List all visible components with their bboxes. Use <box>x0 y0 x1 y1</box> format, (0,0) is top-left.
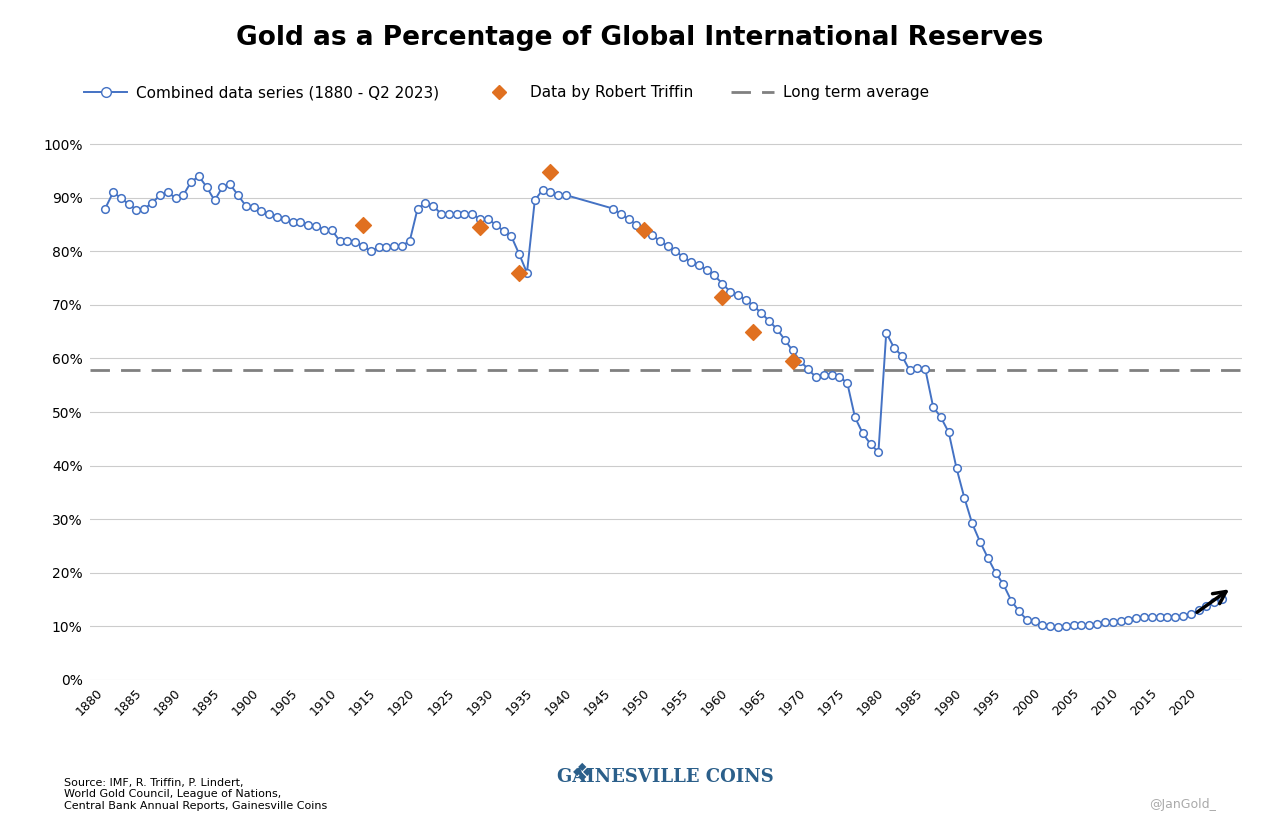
Point <box>782 355 803 368</box>
Point <box>540 165 561 179</box>
Legend: Combined data series (1880 - Q2 2023), Data by Robert Triffin, Long term average: Combined data series (1880 - Q2 2023), D… <box>84 85 929 101</box>
Text: @JanGold_: @JanGold_ <box>1149 798 1216 811</box>
Text: Gold as a Percentage of Global International Reserves: Gold as a Percentage of Global Internati… <box>237 25 1043 51</box>
Point <box>509 266 530 279</box>
Point <box>744 325 764 338</box>
Point <box>712 291 732 304</box>
Text: ❖: ❖ <box>571 762 594 786</box>
Text: GAINESVILLE COINS: GAINESVILLE COINS <box>557 768 774 786</box>
Point <box>470 221 490 234</box>
Point <box>353 218 374 231</box>
Text: Source: IMF, R. Triffin, P. Lindert,
World Gold Council, League of Nations,
Cent: Source: IMF, R. Triffin, P. Lindert, Wor… <box>64 777 328 811</box>
Point <box>634 224 654 237</box>
